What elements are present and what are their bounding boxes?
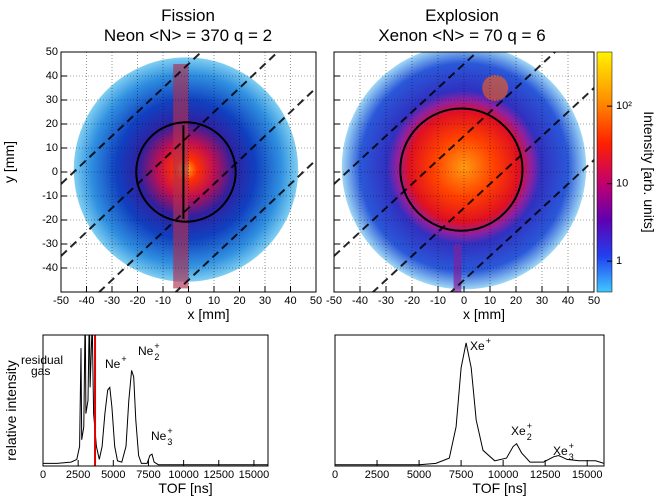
annotation-index: 3 <box>569 452 574 462</box>
y-tick-label: -10 <box>42 190 58 202</box>
x-tick-label: 0 <box>40 469 46 481</box>
x-tick-label: 50 <box>588 295 600 307</box>
x-tick-label: 40 <box>562 295 574 307</box>
x-tick-label: 30 <box>536 295 548 307</box>
x-tick-label: 20 <box>233 295 245 307</box>
chart-title: Fission <box>161 6 215 25</box>
colorbar-label: Intensity [arb. units] <box>641 111 657 232</box>
x-tick-label: 10 <box>484 295 496 307</box>
x-tick-label: -20 <box>404 295 420 307</box>
x-tick-label: -10 <box>430 295 446 307</box>
x-tick-label: 10000 <box>488 469 519 481</box>
y-axis-label: relative intensity <box>3 360 19 460</box>
annotation: Xe+ 3 <box>553 441 574 462</box>
y-tick-label: -30 <box>42 238 58 250</box>
stripe <box>453 244 462 292</box>
x-tick-label: 15000 <box>239 469 270 481</box>
x-tick-label: -50 <box>53 295 69 307</box>
x-tick-label: 7500 <box>449 469 473 481</box>
x-axis-label: x [mm] <box>463 306 505 322</box>
y-tick-label: 20 <box>46 118 58 130</box>
colorbar-tick-label: 1 <box>616 255 622 267</box>
annotation-text: Ne <box>151 429 167 443</box>
y-tick-label: 0 <box>52 166 58 178</box>
x-tick-label: 2500 <box>66 469 90 481</box>
x-tick-label: 0 <box>332 469 338 481</box>
x-axis-label: TOF [ns] <box>158 480 212 496</box>
x-tick-label: 12500 <box>203 469 234 481</box>
annotation: residual <box>21 353 63 367</box>
annotation: Ne+ 3 <box>151 426 173 447</box>
annotation-charge: + <box>121 354 126 364</box>
plot-frame <box>334 334 605 467</box>
x-axis-label: x [mm] <box>188 306 230 322</box>
x-tick-label: 20 <box>510 295 522 307</box>
annotation: Ne+ <box>105 354 127 371</box>
x-tick-label: -30 <box>378 295 394 307</box>
x-tick-label: 7500 <box>136 469 160 481</box>
x-tick-label: 40 <box>284 295 296 307</box>
x-tick-label: 0 <box>461 295 467 307</box>
annotation-charge: + <box>569 441 574 451</box>
annotation-text: Xe <box>470 339 485 353</box>
cut-circle <box>399 107 524 232</box>
x-tick-label: 10 <box>208 295 220 307</box>
x-tick-label: 15000 <box>572 469 603 481</box>
x-tick-label: 30 <box>259 295 271 307</box>
chart-subtitle: Xenon <N> = 70 q = 6 <box>378 26 545 45</box>
x-tick-label: -50 <box>326 295 342 307</box>
chart-title: Explosion <box>425 6 499 25</box>
annotation-text: Ne <box>105 357 121 371</box>
hot-spot <box>482 75 509 101</box>
colorbar <box>596 51 613 293</box>
annotation-text: Ne <box>138 344 154 358</box>
annotation-text: Xe <box>553 444 568 458</box>
y-tick-label: -20 <box>42 214 58 226</box>
annotation-index: 3 <box>167 437 172 447</box>
x-tick-label: 5000 <box>407 469 431 481</box>
y-tick-label: 50 <box>46 46 58 58</box>
spectrum-line <box>43 335 268 466</box>
x-tick-label: -30 <box>104 295 120 307</box>
y-tick-label: -40 <box>42 262 58 274</box>
hit-distribution <box>341 52 587 290</box>
annotation-index: 2 <box>527 432 532 442</box>
spectrum-line <box>335 342 604 466</box>
y-tick-label: 40 <box>46 70 58 82</box>
chart-subtitle: Neon <N> = 370 q = 2 <box>104 26 272 45</box>
colorbar-tick-label: 10² <box>616 100 632 112</box>
annotation: Ne+ 2 <box>138 341 160 362</box>
annotation-charge: + <box>154 341 159 351</box>
annotation-text: Xe <box>511 424 526 438</box>
annotation-charge: + <box>527 421 532 431</box>
x-axis-label: TOF [ns] <box>472 480 526 496</box>
x-tick-label: 2500 <box>365 469 389 481</box>
annotation-index: 2 <box>154 352 159 362</box>
x-tick-label: -40 <box>352 295 368 307</box>
annotation: Xe+ <box>470 336 491 353</box>
x-tick-label: 10000 <box>168 469 199 481</box>
annotation-charge: + <box>486 336 491 346</box>
x-tick-label: 5000 <box>101 469 125 481</box>
x-tick-label: -40 <box>79 295 95 307</box>
x-tick-label: -10 <box>155 295 171 307</box>
x-tick-label: 0 <box>185 295 191 307</box>
y-tick-label: 10 <box>46 142 58 154</box>
annotation-charge: + <box>167 426 172 436</box>
stripe <box>173 64 189 289</box>
y-axis-label: y [mm] <box>1 141 17 183</box>
annotation: gas <box>31 364 50 378</box>
x-tick-label: 50 <box>310 295 322 307</box>
x-tick-label: 12500 <box>530 469 561 481</box>
x-tick-label: -20 <box>130 295 146 307</box>
y-tick-label: 30 <box>46 94 58 106</box>
colorbar-tick-label: 10 <box>616 178 628 190</box>
plot-frame <box>42 334 269 467</box>
annotation: Xe+ 2 <box>511 421 532 442</box>
